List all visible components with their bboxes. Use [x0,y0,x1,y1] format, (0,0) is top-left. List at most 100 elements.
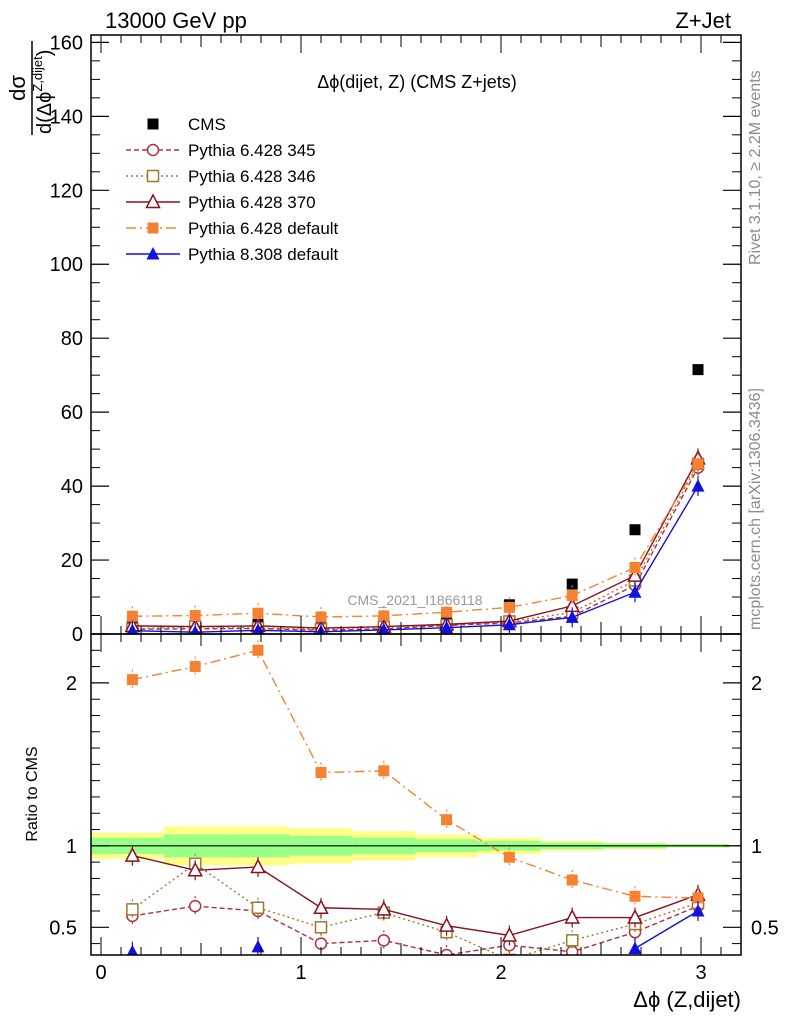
ylabel-numerator: dσ [5,75,30,101]
data-point [501,926,518,942]
data-point [503,601,515,613]
main-ytick-label: 40 [61,476,83,498]
xtick-label: 3 [695,962,706,984]
header-right: Z+Jet [675,8,731,33]
axes-group: 0 20 40 60 80 100 120 140 160 0 1 2 3 0.5 0.5 1 1 2 2 [49,32,779,984]
legend-item-p370: Pythia 6.428 370 [126,193,316,212]
data-point [566,590,578,602]
data-point [189,610,201,622]
series-line [132,854,699,937]
data-point [566,874,578,886]
data-point [441,606,453,618]
ratio-ytick-label: 0.5 [49,917,77,939]
rivet-label: Rivet 3.1.10, ≥ 2.2M events [747,70,764,265]
data-point [565,934,579,947]
legend-label: Pythia 6.428 default [188,219,339,238]
legend-label: Pythia 6.428 345 [188,141,316,160]
data-point [124,846,141,862]
plot-title: Δϕ(dijet, Z) (CMS Z+jets) [317,72,517,92]
series-line [131,862,699,955]
series-line [132,485,699,633]
legend-label: CMS [188,115,226,134]
data-point [692,458,704,470]
legend-item-cms: CMS [147,115,226,134]
ratio-ytick-label-right: 0.5 [751,917,779,939]
data-point [313,899,329,914]
analysis-watermark: CMS_2021_I1866118 [347,592,482,608]
data-point [565,610,579,623]
ratio-ylabel: Ratio to CMS [24,746,41,841]
ylabel-close: ) [34,50,56,57]
legend-item-p346: Pythia 6.428 346 [126,167,316,186]
data-point [440,948,453,955]
data-point [378,610,390,622]
main-ytick-label: 140 [50,106,83,128]
series-line [132,905,699,955]
legend-marker [146,169,160,183]
data-point [126,674,138,686]
ratio-ytick-label: 2 [66,673,77,695]
main-ylabel: dσ d(ΔϕZ,dijet) [5,41,56,135]
xtick-label: 0 [95,962,106,984]
series-line [132,463,699,630]
legend-marker [146,143,160,157]
xtick-label: 1 [295,962,306,984]
data-point [566,578,578,590]
main-ytick-label: 120 [50,180,83,202]
ylabel-denominator-text: d(Δϕ [34,92,56,134]
series-line [132,463,699,618]
ratio-ytick-label: 1 [66,836,77,858]
series-line [132,458,699,629]
data-point [440,620,454,634]
data-point [503,851,515,863]
data-point [252,607,264,619]
data-point [127,944,138,955]
data-point [127,623,138,634]
data-point [438,917,455,932]
data-point [378,765,390,777]
main-ytick-label: 160 [50,32,83,54]
data-point [629,524,641,536]
legend-item-p8def: Pythia 8.308 default [126,245,339,264]
main-ytick-label: 80 [61,328,83,350]
data-point [315,767,327,779]
data-point [126,610,138,622]
data-point [314,921,328,934]
main-ytick-label: 20 [61,550,83,572]
data-point [692,364,704,376]
legend-item-p345: Pythia 6.428 345 [126,141,316,160]
data-point [691,904,705,917]
data-point [628,585,642,598]
main-ytick-label: 0 [72,624,83,646]
data-point [377,934,391,947]
series-line [634,910,699,950]
header-left: 13000 GeV pp [105,8,247,33]
data-point [251,901,265,914]
data-point [252,644,264,656]
legend-marker [147,222,159,234]
data-point [564,908,580,924]
data-point [126,903,139,916]
data-point [628,941,642,954]
data-point [629,890,641,902]
data-point [190,625,200,634]
data-point [629,561,641,573]
ylabel-denominator: d(ΔϕZ,dijet) [30,50,56,134]
mcplots-label: mcplots.cern.ch [arXiv:1306.3436] [747,388,764,630]
data-point [376,900,392,916]
main-ytick-label: 60 [61,402,83,424]
ratio-ytick-label-right: 1 [751,836,762,858]
data-point [441,814,453,826]
ratio-frame [90,633,742,956]
data-point [250,858,266,874]
data-point [315,611,327,623]
legend-label: Pythia 8.308 default [188,245,339,264]
main-ytick-label: 100 [50,254,83,276]
xtick-label: 2 [495,962,506,984]
data-point [188,899,202,913]
data-point [692,892,704,904]
series-line [132,649,699,899]
data-point [189,661,201,673]
main-series-group [124,364,706,634]
